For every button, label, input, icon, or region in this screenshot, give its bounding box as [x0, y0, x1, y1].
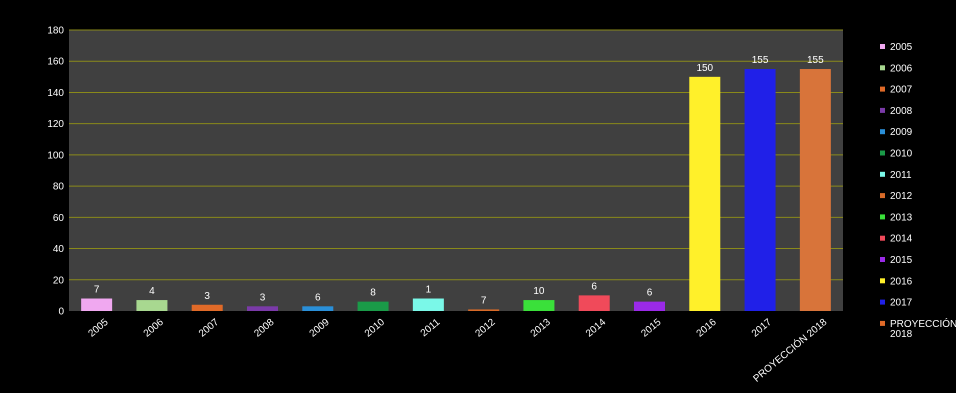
y-tick-label: 80: [53, 182, 65, 193]
legend-swatch: [880, 257, 885, 262]
x-tick-label: 2005: [86, 317, 110, 340]
data-labels: 7 4 3 3 6 8 1 7 10 6 6 150 155 155: [94, 55, 824, 306]
legend: 2005 2006 2007 2008 2009 2010 2011 2012 2013 2014…: [880, 42, 956, 340]
legend-swatch: [880, 235, 885, 241]
legend-item-label: PROYECCIÓN 2018: [890, 317, 956, 340]
legend-swatch: [880, 107, 885, 113]
legend-item-label: 2017: [890, 298, 913, 309]
x-tick-label: 2010: [363, 317, 387, 340]
data-label: 6: [591, 281, 597, 292]
y-tick-label: 0: [58, 307, 64, 318]
legend-swatch: [880, 193, 885, 199]
data-label: 7: [94, 285, 100, 296]
y-axis-ticks: 0 20 40 60 80 100 120 140 160 180: [47, 26, 64, 318]
bar: [191, 304, 223, 311]
y-tick-label: 120: [47, 119, 64, 130]
y-tick-label: 180: [47, 26, 64, 37]
legend-swatch: [880, 65, 885, 71]
x-tick-label: 2013: [529, 317, 553, 340]
y-tick-label: 160: [47, 57, 64, 68]
y-tick-label: 100: [47, 150, 64, 161]
data-label: 4: [149, 286, 155, 297]
legend-item-label: 2013: [890, 212, 913, 223]
y-tick-label: 20: [53, 275, 65, 286]
data-label: 6: [315, 292, 321, 303]
legend-item-label: 2015: [890, 255, 913, 266]
data-label: 10: [533, 286, 545, 297]
bars: [81, 69, 831, 312]
legend-item-label: 2014: [890, 234, 913, 245]
legend-item-label: 2007: [890, 85, 913, 96]
x-tick-label: 2011: [419, 317, 443, 340]
legend-item-label: 2008: [890, 106, 913, 117]
bar: [136, 300, 168, 311]
x-tick-label: 2017: [750, 317, 774, 340]
bar: [81, 298, 113, 311]
legend-swatch: [880, 150, 885, 156]
data-label: 7: [481, 295, 487, 306]
bar: [634, 301, 665, 311]
legend-swatch: [880, 86, 885, 92]
x-tick-label: 2008: [252, 317, 276, 340]
x-tick-label: 2016: [695, 317, 719, 340]
bar: [357, 301, 389, 311]
data-label: 8: [370, 288, 376, 299]
x-tick-label: 2007: [197, 317, 221, 340]
bar: [302, 306, 334, 311]
data-label: 155: [807, 55, 824, 66]
plot-area: [69, 30, 843, 311]
bar: [523, 300, 555, 311]
data-label: 150: [696, 63, 713, 74]
x-tick-label: 2012: [473, 317, 497, 340]
bar: [799, 69, 831, 312]
y-tick-label: 60: [53, 213, 65, 224]
data-label: 1: [426, 285, 432, 296]
legend-item-label: 2010: [890, 149, 913, 160]
x-tick-label: 2009: [308, 317, 332, 340]
legend-swatch: [880, 278, 885, 284]
data-label: 155: [752, 55, 769, 66]
data-label: 3: [260, 292, 266, 303]
data-label: 3: [204, 291, 210, 302]
x-axis-labels: 2005 2006 2007 2008 2009 2010 2011 2012 2013 2014…: [86, 315, 829, 385]
x-tick-label: 2006: [142, 317, 166, 340]
y-tick-label: 40: [53, 244, 65, 255]
legend-item-label: 2005: [890, 42, 913, 53]
legend-swatch: [880, 44, 885, 49]
bar: [247, 306, 278, 311]
legend-swatch: [880, 320, 885, 326]
legend-item-label: 2012: [890, 191, 913, 202]
legend-item-label: 2016: [890, 276, 913, 287]
y-tick-label: 140: [47, 88, 64, 99]
legend-swatch: [880, 214, 885, 220]
data-label: 6: [647, 288, 653, 299]
legend-item-label: 2011: [890, 170, 912, 181]
x-tick-label: 2014: [584, 317, 608, 340]
legend-swatch: [880, 129, 885, 135]
bar: [412, 298, 444, 311]
legend-swatch: [880, 299, 885, 305]
legend-swatch: [880, 171, 885, 177]
x-tick-label: 2015: [639, 317, 663, 340]
legend-item-label: 2009: [890, 127, 913, 138]
bar: [744, 69, 776, 312]
bar: [689, 76, 721, 311]
legend-item-label: 2006: [890, 63, 913, 74]
bar: [578, 295, 610, 311]
bar: [468, 309, 500, 311]
gridlines: [69, 29, 843, 281]
